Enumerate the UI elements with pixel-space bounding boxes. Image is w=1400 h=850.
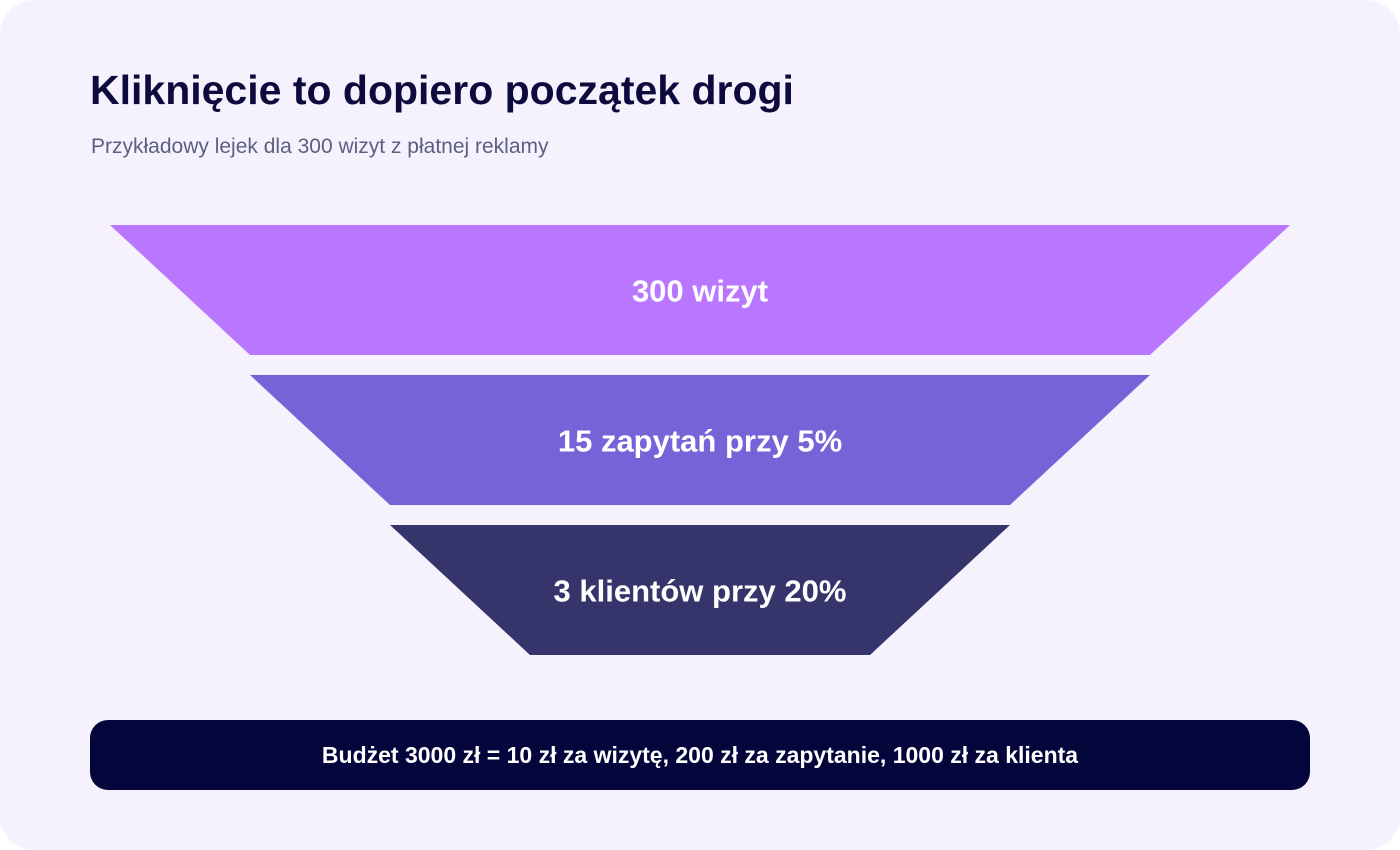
funnel-stage-visits-label: 300 wizyt [632,274,768,309]
page-subtitle: Przykładowy lejek dla 300 wizyt z płatne… [91,135,549,158]
funnel-stage-clients-shape [390,525,1010,655]
funnel-stage-visits-shape [110,225,1290,355]
page-title: Kliknięcie to dopiero początek drogi [90,67,794,113]
budget-summary-text: Budżet 3000 zł = 10 zł za wizytę, 200 zł… [321,741,1079,768]
funnel-stage-inquiries-label: 15 zapytań przy 5% [558,424,842,459]
budget-summary-bar: Budżet 3000 zł = 10 zł za wizytę, 200 zł… [90,720,1310,790]
funnel-stage-inquiries-shape [250,375,1150,505]
funnel-stage-clients-label: 3 klientów przy 20% [554,574,847,609]
funnel-stage-visits: 300 wizyt [110,225,1290,355]
funnel-stage-inquiries: 15 zapytań przy 5% [250,375,1150,505]
funnel-stage-clients: 3 klientów przy 20% [390,525,1010,655]
